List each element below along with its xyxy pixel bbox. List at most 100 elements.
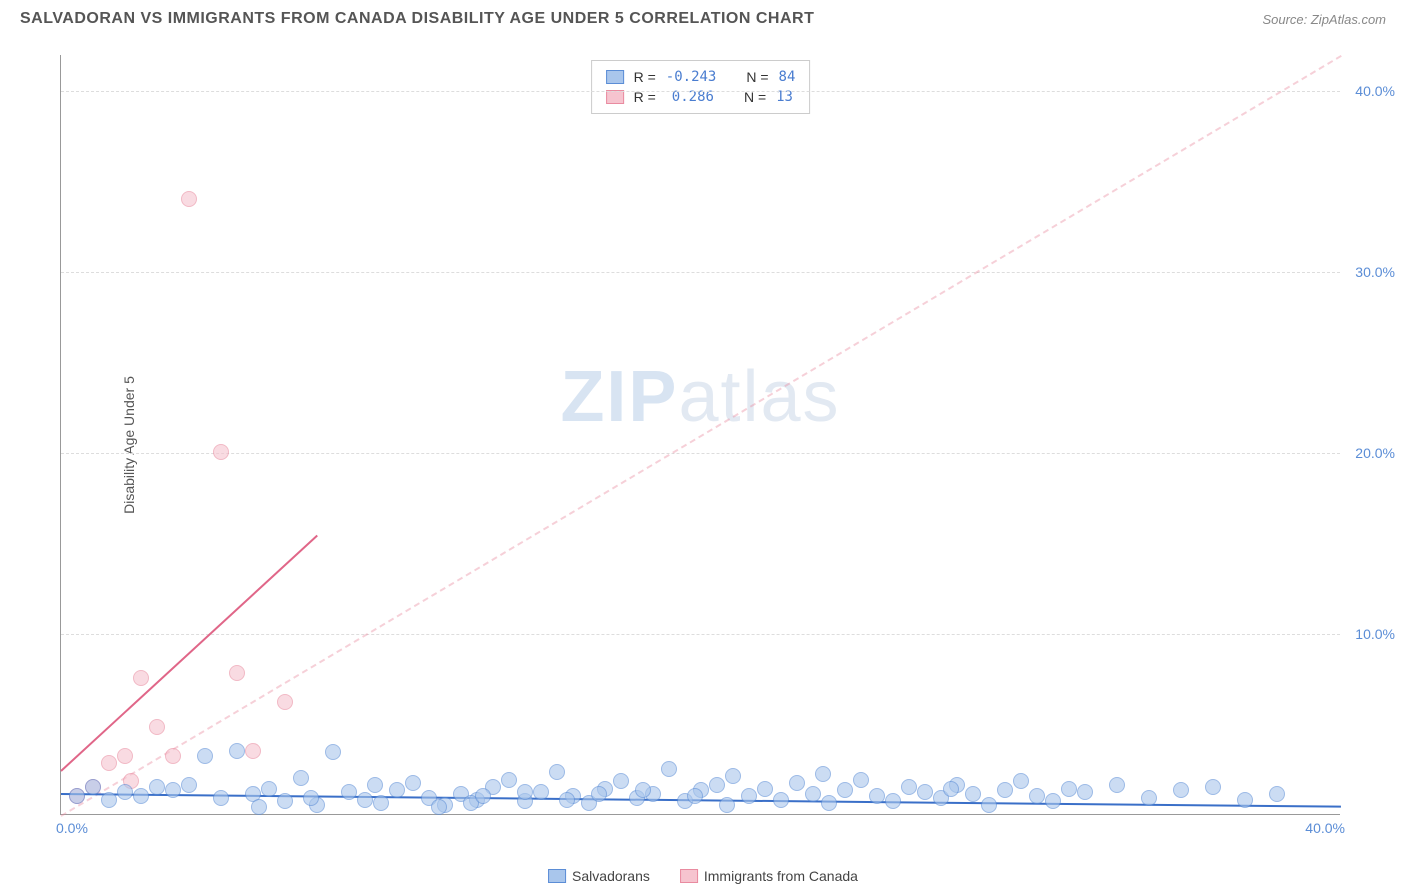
data-point-blue: [1109, 777, 1125, 793]
data-point-blue: [251, 799, 267, 815]
gridline: [61, 634, 1340, 635]
data-point-blue: [997, 782, 1013, 798]
data-point-blue: [165, 782, 181, 798]
data-point-blue: [367, 777, 383, 793]
data-point-blue: [229, 743, 245, 759]
x-tick-max: 40.0%: [1305, 820, 1345, 836]
data-point-blue: [1237, 792, 1253, 808]
data-point-pink: [101, 755, 117, 771]
data-point-blue: [981, 797, 997, 813]
legend-swatch-blue: [548, 869, 566, 883]
data-point-blue: [197, 748, 213, 764]
data-point-blue: [1077, 784, 1093, 800]
data-point-blue: [917, 784, 933, 800]
legend-swatch-pink: [680, 869, 698, 883]
data-point-blue: [757, 781, 773, 797]
data-point-pink: [149, 719, 165, 735]
data-point-blue: [293, 770, 309, 786]
data-point-blue: [533, 784, 549, 800]
data-point-blue: [687, 788, 703, 804]
data-point-blue: [69, 788, 85, 804]
data-point-blue: [389, 782, 405, 798]
data-point-blue: [85, 779, 101, 795]
data-point-blue: [431, 799, 447, 815]
data-point-blue: [549, 764, 565, 780]
data-point-blue: [635, 782, 651, 798]
data-point-blue: [837, 782, 853, 798]
data-point-blue: [885, 793, 901, 809]
data-point-blue: [517, 784, 533, 800]
gridline: [61, 453, 1340, 454]
data-point-blue: [719, 797, 735, 813]
data-point-blue: [325, 744, 341, 760]
source-label: Source: ZipAtlas.com: [1262, 12, 1386, 27]
stats-row-pink: R = 0.286 N = 13: [606, 87, 796, 107]
stats-box: R = -0.243 N = 84 R = 0.286 N = 13: [591, 60, 811, 114]
r-label: R =: [634, 69, 656, 85]
data-point-blue: [741, 788, 757, 804]
data-point-blue: [943, 781, 959, 797]
stats-row-blue: R = -0.243 N = 84: [606, 67, 796, 87]
data-point-blue: [117, 784, 133, 800]
data-point-blue: [373, 795, 389, 811]
trend-line-pink: [60, 535, 317, 772]
y-tick-label: 30.0%: [1345, 264, 1395, 280]
data-point-blue: [261, 781, 277, 797]
data-point-blue: [149, 779, 165, 795]
gridline: [61, 91, 1340, 92]
data-point-blue: [853, 772, 869, 788]
data-point-blue: [1269, 786, 1285, 802]
legend-label-blue: Salvadorans: [572, 868, 650, 884]
y-tick-label: 20.0%: [1345, 445, 1395, 461]
data-point-pink: [277, 694, 293, 710]
data-point-blue: [303, 790, 319, 806]
data-point-blue: [1173, 782, 1189, 798]
legend: Salvadorans Immigrants from Canada: [548, 868, 858, 884]
data-point-blue: [1205, 779, 1221, 795]
swatch-blue: [606, 70, 624, 84]
data-point-blue: [341, 784, 357, 800]
data-point-pink: [117, 748, 133, 764]
y-tick-label: 40.0%: [1345, 83, 1395, 99]
data-point-blue: [725, 768, 741, 784]
data-point-pink: [165, 748, 181, 764]
data-point-blue: [821, 795, 837, 811]
data-point-blue: [773, 792, 789, 808]
plot-region: ZIPatlas R = -0.243 N = 84 R = 0.286 N =…: [60, 55, 1340, 815]
data-point-blue: [405, 775, 421, 791]
data-point-pink: [213, 444, 229, 460]
data-point-blue: [805, 786, 821, 802]
data-point-blue: [1045, 793, 1061, 809]
data-point-blue: [1013, 773, 1029, 789]
data-point-blue: [901, 779, 917, 795]
data-point-blue: [815, 766, 831, 782]
data-point-blue: [613, 773, 629, 789]
data-point-blue: [1029, 788, 1045, 804]
data-point-blue: [357, 792, 373, 808]
data-point-blue: [277, 793, 293, 809]
data-point-blue: [213, 790, 229, 806]
watermark: ZIPatlas: [560, 356, 840, 438]
chart-area: Disability Age Under 5 ZIPatlas R = -0.2…: [50, 55, 1350, 835]
data-point-blue: [101, 792, 117, 808]
x-tick-min: 0.0%: [56, 820, 88, 836]
legend-label-pink: Immigrants from Canada: [704, 868, 858, 884]
legend-item-pink: Immigrants from Canada: [680, 868, 858, 884]
diagonal-reference-line: [60, 55, 1341, 817]
data-point-pink: [229, 665, 245, 681]
data-point-blue: [965, 786, 981, 802]
n-value-blue: 84: [779, 69, 796, 85]
data-point-blue: [501, 772, 517, 788]
data-point-pink: [245, 743, 261, 759]
chart-title: SALVADORAN VS IMMIGRANTS FROM CANADA DIS…: [20, 10, 814, 28]
data-point-blue: [661, 761, 677, 777]
data-point-blue: [1061, 781, 1077, 797]
data-point-blue: [181, 777, 197, 793]
data-point-blue: [591, 786, 607, 802]
gridline: [61, 272, 1340, 273]
data-point-pink: [133, 670, 149, 686]
r-value-blue: -0.243: [666, 69, 717, 85]
data-point-blue: [1141, 790, 1157, 806]
data-point-blue: [559, 792, 575, 808]
legend-item-blue: Salvadorans: [548, 868, 650, 884]
